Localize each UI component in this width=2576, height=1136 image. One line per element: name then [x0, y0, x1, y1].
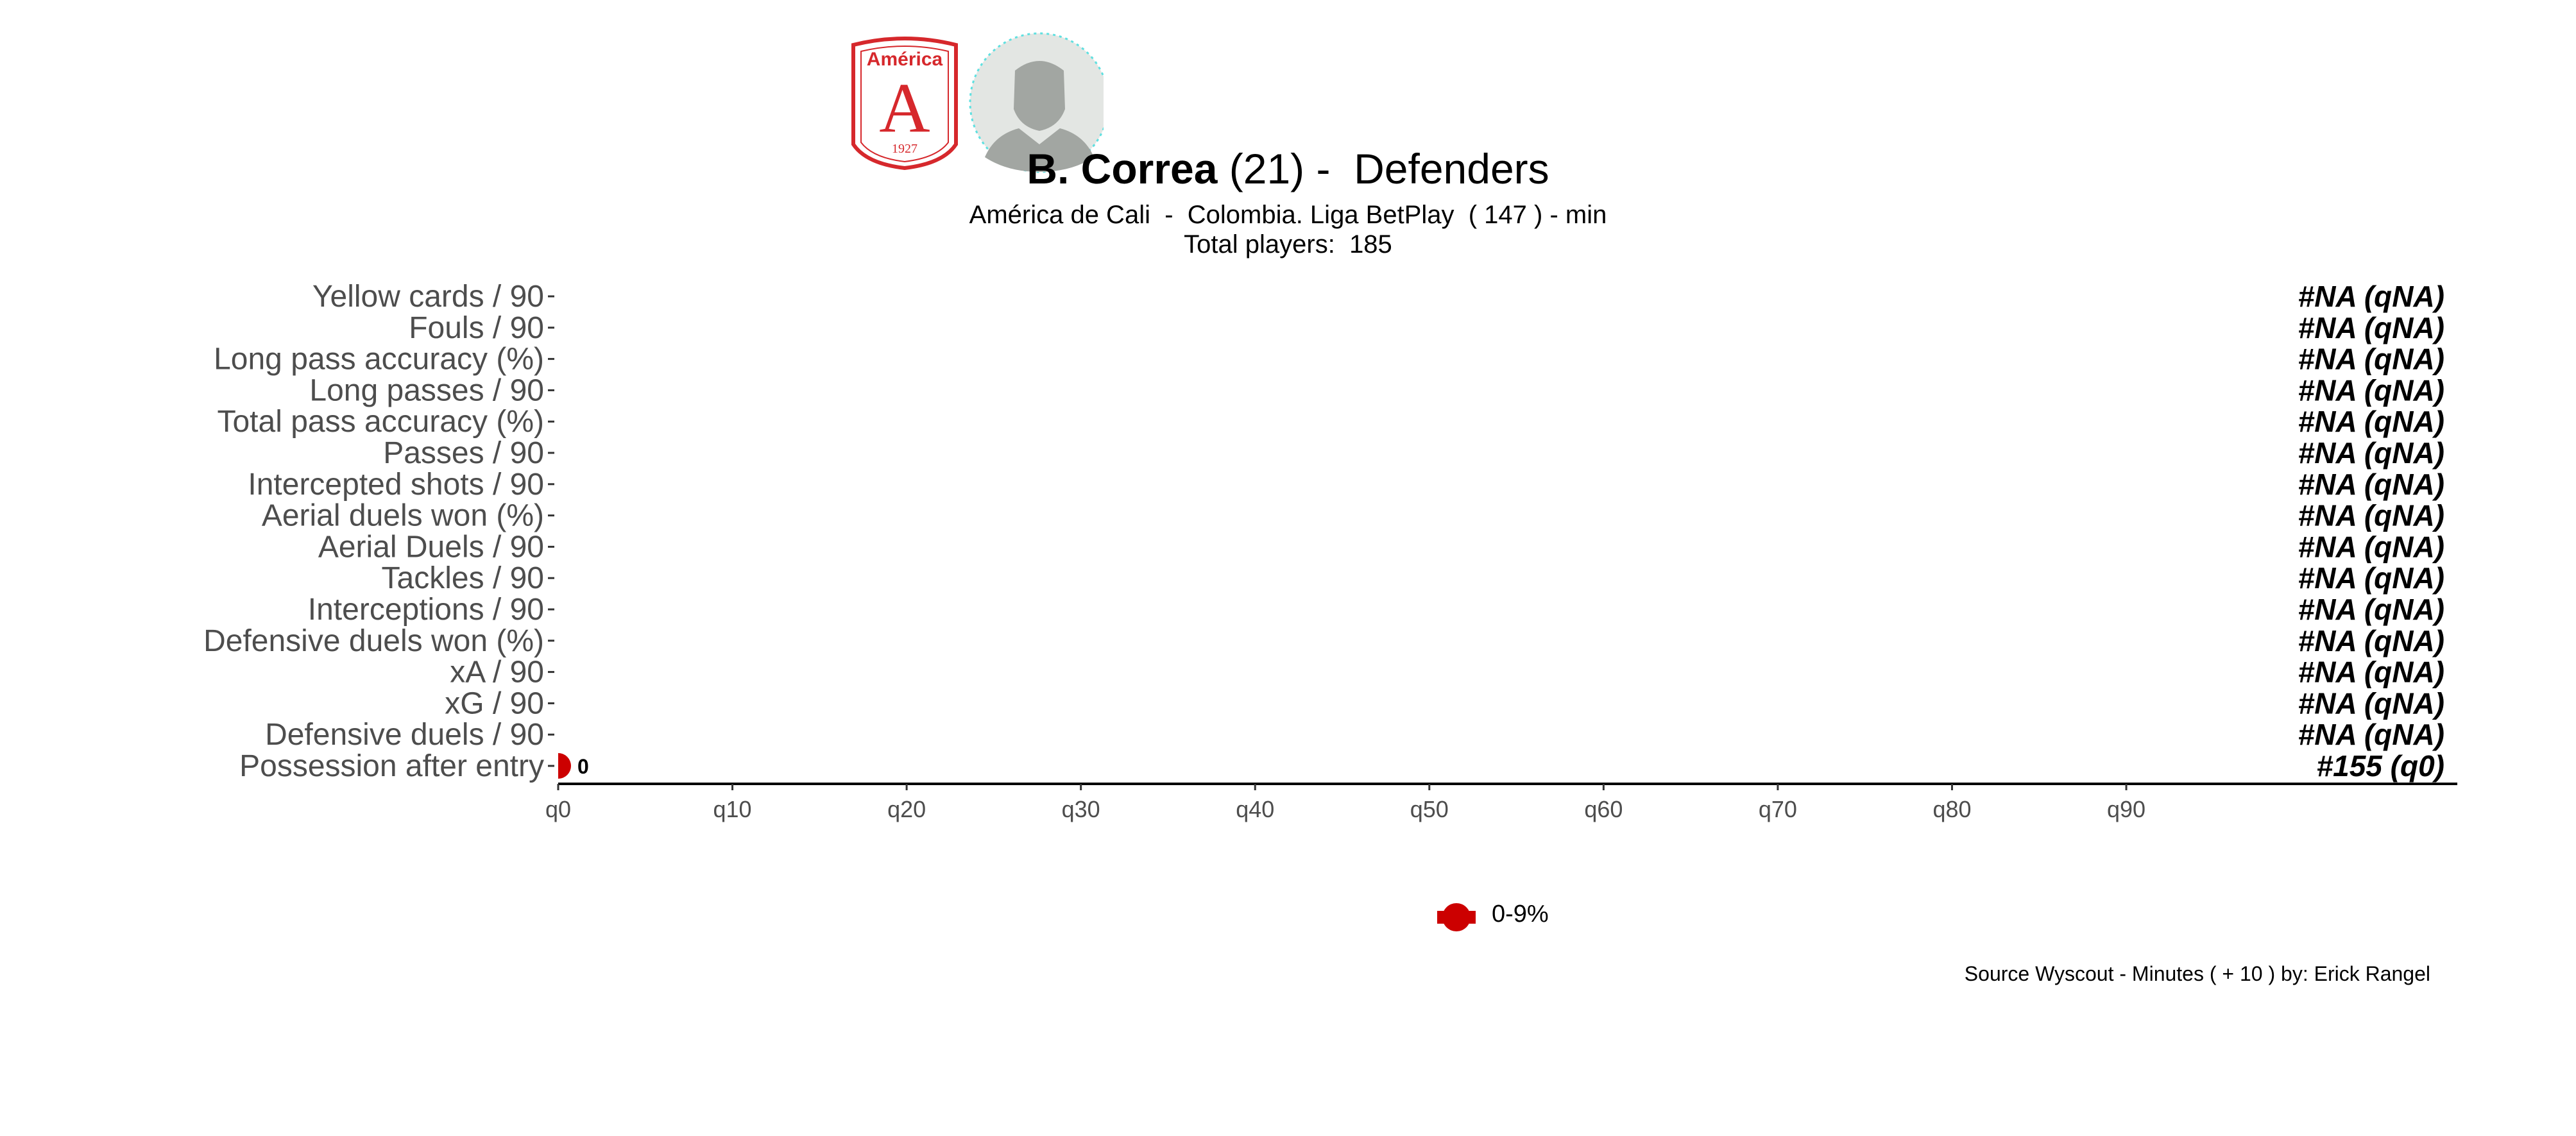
- rank-label: #NA (qNA): [2298, 593, 2444, 626]
- rank-label: #NA (qNA): [2298, 686, 2444, 720]
- x-tick-label: q20: [887, 796, 926, 822]
- data-point: [558, 753, 571, 779]
- player-photo-icon: [969, 32, 1104, 173]
- x-tick-label: q30: [1062, 796, 1100, 822]
- row-label: Aerial Duels / 90: [318, 530, 544, 564]
- row-label: Fouls / 90: [409, 311, 544, 345]
- rank-label: #NA (qNA): [2298, 718, 2444, 751]
- crest-letter: A: [879, 69, 930, 147]
- rank-label: #NA (qNA): [2298, 499, 2444, 532]
- source-caption: Source Wyscout - Minutes ( + 10 ) by: Er…: [1964, 962, 2430, 985]
- x-tick-label: q10: [713, 796, 752, 822]
- crest-year: 1927: [892, 142, 917, 156]
- row-label: Passes / 90: [383, 436, 544, 470]
- rank-label: #NA (qNA): [2298, 561, 2444, 595]
- row-label: Yellow cards / 90: [312, 280, 544, 314]
- rank-label: #NA (qNA): [2298, 343, 2444, 376]
- rank-label: #NA (qNA): [2298, 311, 2444, 344]
- row-label: xG / 90: [445, 686, 544, 720]
- chart-subtitle: América de Cali - Colombia. Liga BetPlay…: [0, 200, 2576, 259]
- legend-label: 0-9%: [1492, 901, 1549, 928]
- x-tick-label: q90: [2107, 796, 2145, 822]
- club-crest-icon: América A 1927: [851, 37, 958, 171]
- subtitle-line-2: Total players: 185: [1184, 230, 1392, 259]
- legend: [1437, 903, 1476, 931]
- x-tick-label: q50: [1410, 796, 1449, 822]
- chart-title: B. Correa (21) - Defenders: [0, 140, 2576, 198]
- title-rest: (21) - Defenders: [1217, 145, 1549, 192]
- legend-swatch-dot: [1442, 903, 1471, 931]
- row-label: Intercepted shots / 90: [248, 468, 544, 502]
- rank-label: #NA (qNA): [2298, 656, 2444, 689]
- subtitle-line-1: América de Cali - Colombia. Liga BetPlay…: [969, 201, 1607, 229]
- row-label: Long pass accuracy (%): [214, 343, 544, 377]
- rank-label: #NA (qNA): [2298, 405, 2444, 438]
- rank-label: #NA (qNA): [2298, 373, 2444, 407]
- rank-label: #NA (qNA): [2298, 280, 2444, 313]
- row-label: Aerial duels won (%): [262, 499, 544, 533]
- x-tick-label: q60: [1584, 796, 1623, 822]
- row-label: Possession after entry: [239, 749, 544, 783]
- x-tick-label: q80: [1932, 796, 1971, 822]
- rank-label: #155 (q0): [2317, 749, 2444, 783]
- crest-name: América: [867, 49, 943, 70]
- x-tick-label: q40: [1236, 796, 1274, 822]
- x-tick-label: q70: [1759, 796, 1797, 822]
- row-label: Interceptions / 90: [308, 593, 544, 627]
- rank-label: #NA (qNA): [2298, 468, 2444, 501]
- row-label: Defensive duels / 90: [265, 718, 544, 752]
- header-logos: América A 1927: [851, 32, 1104, 173]
- row-label: xA / 90: [450, 656, 544, 690]
- row-label: Tackles / 90: [382, 561, 544, 595]
- rank-label: #NA (qNA): [2298, 436, 2444, 470]
- rank-label: #NA (qNA): [2298, 530, 2444, 563]
- row-label: Defensive duels won (%): [203, 624, 544, 658]
- player-name: B. Correa: [1027, 145, 1218, 192]
- x-tick-label: q0: [545, 796, 571, 822]
- rank-label: #NA (qNA): [2298, 624, 2444, 657]
- row-label: Total pass accuracy (%): [217, 405, 544, 439]
- row-label: Long passes / 90: [309, 373, 544, 407]
- data-label: 0: [577, 755, 589, 778]
